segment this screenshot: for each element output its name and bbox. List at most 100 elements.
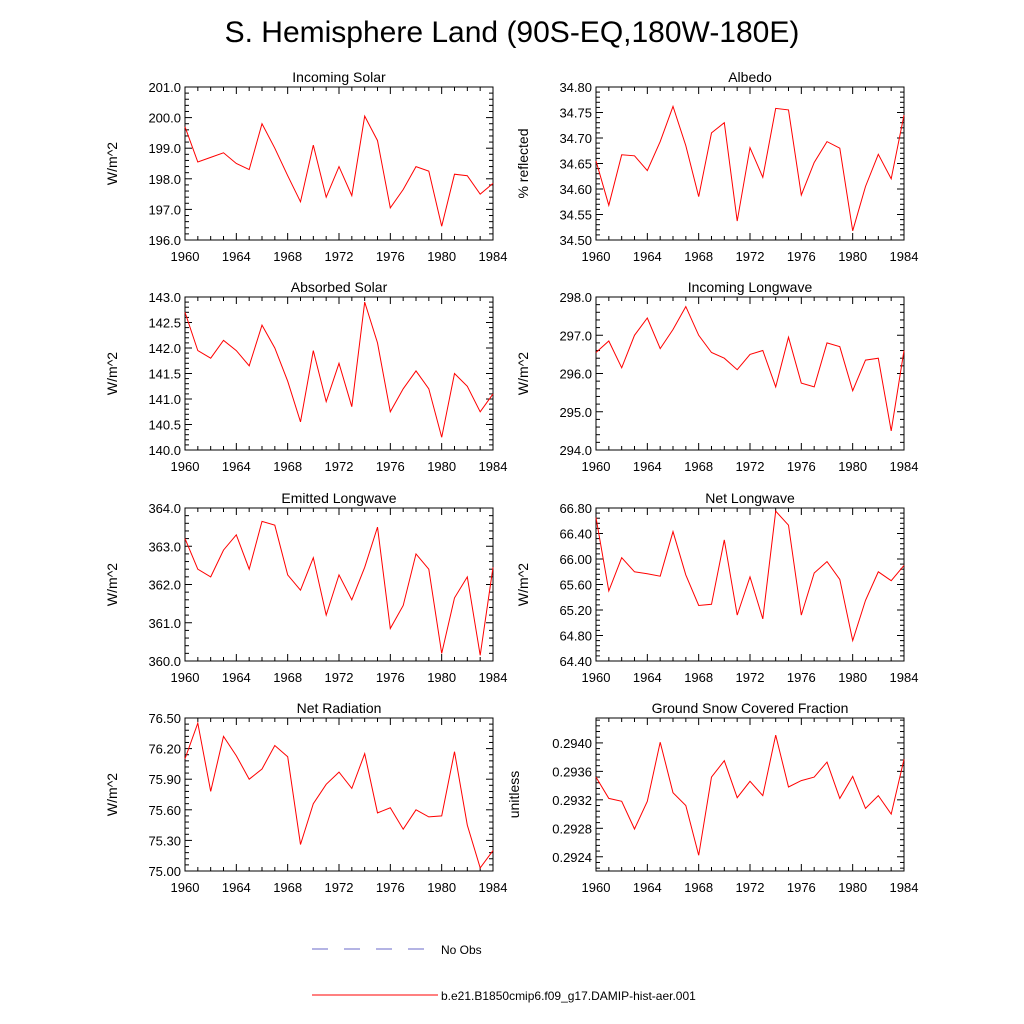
y-tick-label: 143.0	[148, 290, 181, 305]
panel-title: Net Longwave	[705, 490, 795, 506]
panel-1: Albedo 1960 1964 1968 1972 1976 1980 1984 34.50 3…	[515, 69, 918, 264]
y-tick-label: 296.0	[559, 367, 592, 382]
panel-7: Ground Snow Covered Fraction 1960 1964 1968…	[506, 700, 918, 895]
plot-frame	[184, 296, 494, 451]
y-tick-label: 0.2924	[552, 850, 592, 865]
y-tick-label: 75.00	[148, 864, 181, 879]
y-tick-label: 34.75	[559, 106, 592, 121]
x-tick-label: 1984	[479, 670, 508, 685]
y-tick-label: 141.0	[148, 392, 181, 407]
x-tick-label: 1980	[838, 880, 867, 895]
x-tick-label: 1964	[222, 880, 251, 895]
series-line	[184, 520, 494, 656]
y-tick-label: 196.0	[148, 233, 181, 248]
y-tick-label: 142.5	[148, 316, 181, 331]
y-axis-label: W/m^2	[104, 563, 120, 606]
panel-title: Ground Snow Covered Fraction	[652, 700, 849, 716]
x-tick-label: 1960	[582, 670, 611, 685]
series-line	[184, 301, 494, 438]
x-tick-label: 1968	[684, 459, 713, 474]
x-tick-label: 1964	[222, 459, 251, 474]
series-line	[595, 734, 905, 856]
legend: No Obs b.e21.B1850cmip6.f09_g17.DAMIP-hi…	[312, 943, 696, 1003]
y-tick-label: 198.0	[148, 172, 181, 187]
x-tick-label: 1972	[736, 249, 765, 264]
x-tick-label: 1968	[273, 880, 302, 895]
panel-3: Incoming Longwave 1960 1964 1968 1972 1976 198…	[515, 279, 918, 474]
y-axis-label: W/m^2	[104, 352, 120, 395]
y-tick-label: 0.2936	[552, 764, 592, 779]
panel-title: Emitted Longwave	[281, 490, 396, 506]
figure-title: S. Hemisphere Land (90S-EQ,180W-180E)	[225, 16, 800, 49]
x-tick-label: 1976	[787, 670, 816, 685]
x-tick-label: 1976	[787, 249, 816, 264]
y-tick-label: 75.60	[148, 803, 181, 818]
series-line	[595, 104, 905, 231]
y-axis-label: unitless	[506, 771, 522, 818]
y-tick-label: 34.55	[559, 208, 592, 223]
plot-frame	[184, 86, 494, 241]
y-tick-label: 140.5	[148, 418, 181, 433]
y-tick-label: 65.20	[559, 603, 592, 618]
y-tick-label: 360.0	[148, 654, 181, 669]
y-tick-label: 34.80	[559, 80, 592, 95]
x-tick-label: 1984	[479, 249, 508, 264]
x-tick-label: 1968	[684, 670, 713, 685]
x-tick-label: 1964	[633, 459, 662, 474]
y-tick-label: 34.70	[559, 131, 592, 146]
x-tick-label: 1960	[582, 459, 611, 474]
y-tick-label: 294.0	[559, 443, 592, 458]
x-tick-label: 1980	[838, 249, 867, 264]
panel-title: Incoming Solar	[292, 69, 386, 85]
plot-frame	[595, 296, 905, 451]
panel-2: Absorbed Solar 1960 1964 1968 1972 1976 1980 19…	[104, 279, 507, 474]
panel-5: Net Longwave 1960 1964 1968 1972 1976 1980 1984…	[515, 490, 918, 685]
x-tick-label: 1972	[325, 880, 354, 895]
x-tick-label: 1960	[171, 249, 200, 264]
x-tick-label: 1980	[427, 880, 456, 895]
y-tick-label: 0.2932	[552, 793, 592, 808]
x-tick-label: 1976	[376, 459, 405, 474]
y-tick-label: 76.20	[148, 742, 181, 757]
panel-title: Albedo	[728, 69, 772, 85]
y-axis-label: % reflected	[515, 128, 531, 198]
y-tick-label: 0.2940	[552, 736, 592, 751]
x-tick-label: 1976	[376, 880, 405, 895]
y-tick-label: 76.50	[148, 711, 181, 726]
x-tick-label: 1960	[171, 670, 200, 685]
y-tick-label: 0.2928	[552, 821, 592, 836]
y-tick-label: 298.0	[559, 290, 592, 305]
x-tick-label: 1968	[684, 880, 713, 895]
x-tick-label: 1980	[838, 459, 867, 474]
x-tick-label: 1984	[890, 880, 919, 895]
x-tick-label: 1972	[325, 249, 354, 264]
x-tick-label: 1984	[890, 249, 919, 264]
x-tick-label: 1984	[890, 459, 919, 474]
x-tick-label: 1964	[222, 249, 251, 264]
y-tick-label: 201.0	[148, 80, 181, 95]
y-tick-label: 34.50	[559, 233, 592, 248]
plot-frame	[595, 507, 905, 662]
y-axis-label: W/m^2	[515, 352, 531, 395]
y-tick-label: 75.90	[148, 772, 181, 787]
y-axis-label: W/m^2	[104, 773, 120, 816]
y-tick-label: 197.0	[148, 202, 181, 217]
panel-4: Emitted Longwave 1960 1964 1968 1972 1976 1980…	[104, 490, 507, 685]
plot-frame	[184, 507, 494, 662]
x-tick-label: 1980	[427, 459, 456, 474]
x-tick-label: 1964	[222, 670, 251, 685]
y-tick-label: 66.00	[559, 552, 592, 567]
y-tick-label: 66.40	[559, 527, 592, 542]
legend-label-model-run: b.e21.B1850cmip6.f09_g17.DAMIP-hist-aer.…	[441, 989, 696, 1003]
x-tick-label: 1980	[427, 249, 456, 264]
y-tick-label: 75.30	[148, 833, 181, 848]
y-tick-label: 64.40	[559, 654, 592, 669]
x-tick-label: 1972	[325, 670, 354, 685]
series-line	[184, 114, 494, 227]
x-tick-label: 1976	[787, 880, 816, 895]
y-tick-label: 65.60	[559, 578, 592, 593]
x-tick-label: 1972	[736, 459, 765, 474]
x-tick-label: 1984	[890, 670, 919, 685]
x-tick-label: 1984	[479, 459, 508, 474]
